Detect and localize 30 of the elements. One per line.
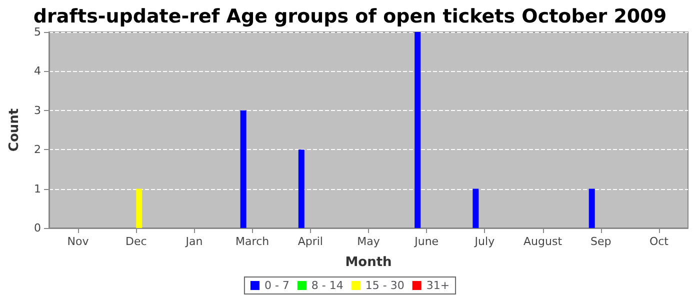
bar [414,32,421,228]
y-tick-label: 0 [34,222,41,234]
x-tick-label: Dec [125,235,147,248]
bar [588,188,595,228]
legend-label: 0 - 7 [264,279,290,292]
x-tick-label: March [236,235,270,248]
bar [136,188,142,228]
chart-title: drafts-update-ref Age groups of open tickets October 2009 [33,6,667,28]
x-tick-label: June [414,235,439,248]
y-tick-label: 5 [34,26,41,38]
x-axis-title: Month [345,255,392,270]
x-tick-label: Jan [184,235,203,248]
legend-label: 8 - 14 [311,279,344,292]
x-tick-label: Oct [649,235,670,248]
bar [240,110,246,228]
y-tick-label: 4 [34,64,41,78]
x-tick-label: August [524,235,563,248]
y-tick-label: 2 [34,143,41,156]
bar [472,188,479,228]
legend-label: 15 - 30 [365,279,404,292]
x-tick-label: April [298,235,323,248]
x-tick-label: May [357,235,380,248]
x-tick-label: Nov [67,235,90,248]
x-tick-label: Sep [590,235,612,248]
y-tick-label: 1 [34,182,41,196]
x-tick-label: July [474,235,496,248]
bar [298,150,304,228]
legend-label: 31+ [426,279,450,292]
y-tick-label: 3 [34,104,41,117]
y-axis-title: Count [7,108,22,152]
